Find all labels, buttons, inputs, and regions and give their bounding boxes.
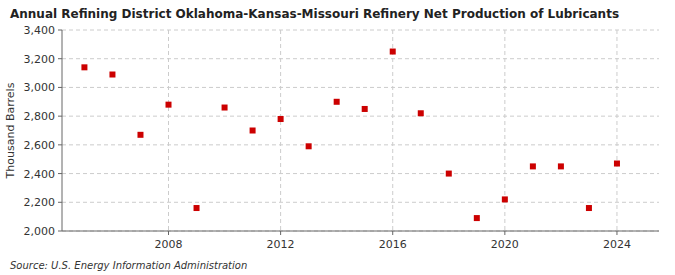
x-tick: [392, 231, 393, 235]
point: [362, 106, 368, 112]
y-tick: [58, 231, 62, 232]
x-tick-label: 2020: [491, 238, 519, 251]
x-grid-line: [616, 30, 617, 231]
title: Annual Refining District Oklahoma-Kansas…: [10, 7, 619, 21]
y-tick: [58, 202, 62, 203]
y-grid-line: [62, 87, 659, 88]
x-tick-label: 2012: [267, 238, 295, 251]
y-tick: [58, 87, 62, 88]
y-grid-line: [62, 173, 659, 174]
point: [194, 205, 200, 211]
point: [418, 110, 424, 116]
y-grid-line: [62, 58, 659, 59]
point: [446, 171, 452, 177]
point: [250, 128, 256, 134]
point: [306, 143, 312, 149]
y-tick-label: 2,400: [24, 168, 56, 181]
point: [334, 99, 340, 105]
x-tick-label: 2008: [155, 238, 183, 251]
point: [474, 215, 480, 221]
y-axis-line: [62, 30, 63, 231]
y-tick-label: 2,800: [24, 110, 56, 123]
y-tick-label: 2,200: [24, 196, 56, 209]
y-grid-line: [62, 231, 659, 232]
y-tick-label: 3,200: [24, 53, 56, 66]
y-tick: [58, 116, 62, 117]
point: [109, 72, 115, 78]
point: [614, 161, 620, 167]
point: [502, 196, 508, 202]
y-tick: [58, 30, 62, 31]
y-grid-line: [62, 144, 659, 145]
y-grid-line: [62, 30, 659, 31]
point: [137, 132, 143, 138]
y-tick-label: 2,000: [24, 225, 56, 238]
point: [222, 105, 228, 111]
y-grid-line: [62, 202, 659, 203]
x-grid-line: [392, 30, 393, 231]
y-tick-label: 3,400: [24, 24, 56, 37]
y-axis-label: Thousand Barrels: [4, 82, 17, 179]
x-tick: [168, 231, 169, 235]
point: [558, 163, 564, 169]
x-tick-label: 2016: [379, 238, 407, 251]
x-grid-line: [280, 30, 281, 231]
y-tick: [58, 173, 62, 174]
point: [166, 102, 172, 108]
point: [586, 205, 592, 211]
source-note: Source: U.S. Energy Information Administ…: [10, 260, 247, 271]
point: [530, 163, 536, 169]
grid: [62, 30, 659, 231]
x-tick: [616, 231, 617, 235]
y-tick-label: 2,600: [24, 139, 56, 152]
chart: Annual Refining District Oklahoma-Kansas…: [0, 0, 675, 275]
x-grid-line: [168, 30, 169, 231]
x-tick: [504, 231, 505, 235]
x-tick-label: 2024: [603, 238, 631, 251]
y-tick: [58, 144, 62, 145]
point: [390, 49, 396, 55]
y-tick: [58, 58, 62, 59]
x-axis-line: [62, 231, 659, 232]
point: [81, 64, 87, 70]
y-tick-label: 3,000: [24, 81, 56, 94]
y-grid-line: [62, 116, 659, 117]
point: [278, 116, 284, 122]
points: [81, 49, 620, 222]
x-tick: [280, 231, 281, 235]
